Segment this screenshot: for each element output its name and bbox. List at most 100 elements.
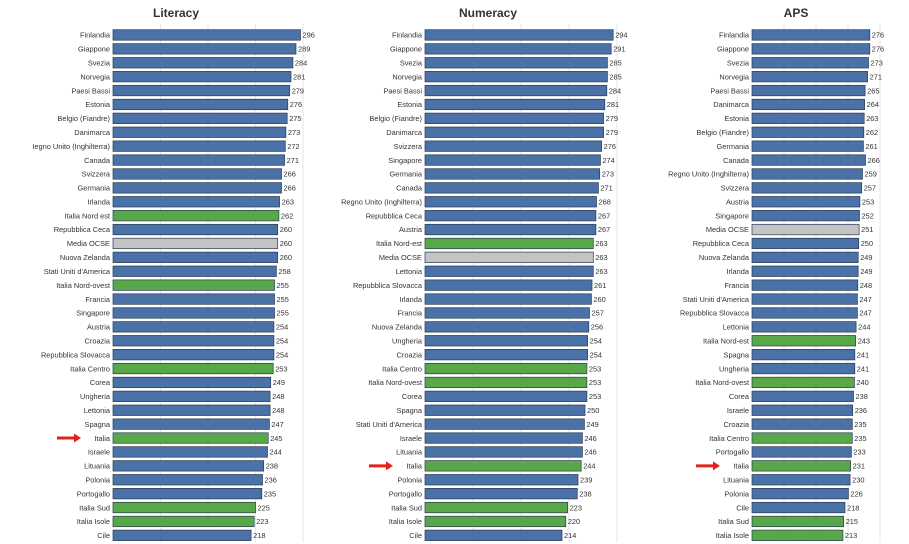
bar-giappone — [424, 43, 612, 55]
value-label: 249 — [586, 420, 598, 429]
category-label: Giappone — [717, 45, 749, 54]
category-label: Italia Nord est — [64, 211, 110, 220]
bar-germania — [751, 140, 864, 152]
value-label: 263 — [595, 253, 607, 262]
category-label: Danimarca — [74, 128, 111, 137]
bar-danimarca — [112, 126, 287, 138]
value-label: 238 — [856, 392, 868, 401]
value-label: 261 — [865, 142, 877, 151]
category-label: Singapore — [715, 211, 749, 220]
bar-francia — [751, 279, 859, 291]
category-label: Svezia — [88, 59, 111, 68]
bar-italia-nord-ovest — [112, 279, 275, 291]
value-label: 238 — [579, 489, 591, 498]
value-label: 276 — [604, 142, 616, 151]
value-label: 263 — [282, 197, 294, 206]
category-label: Svezia — [400, 59, 423, 68]
category-label: Irlanda — [87, 197, 110, 206]
value-label: 243 — [858, 336, 870, 345]
value-label: 246 — [584, 434, 596, 443]
category-label: Germania — [717, 142, 750, 151]
chart-panel-literacy: Literacy Finlandia 296 Giappone 289 Svezia 284… — [32, 6, 315, 543]
highlight-arrow-head — [713, 461, 720, 471]
value-label: 285 — [609, 72, 621, 81]
category-label: Canada — [396, 184, 423, 193]
category-label: Germania — [78, 184, 111, 193]
value-label: 254 — [590, 350, 602, 359]
bar-canada — [424, 182, 599, 194]
category-label: Francia — [724, 281, 750, 290]
category-label: Ungheria — [80, 392, 111, 401]
bar-italia-nord-est — [112, 210, 280, 222]
bar-norvegia — [112, 71, 292, 83]
value-label: 276 — [290, 100, 302, 109]
category-label: Lettonia — [723, 323, 750, 332]
value-label: 255 — [277, 281, 289, 290]
category-label: Italia Centro — [382, 364, 422, 373]
value-label: 291 — [613, 45, 625, 54]
bar-giappone — [112, 43, 297, 55]
bar-paesi-bassi — [424, 84, 608, 97]
value-label: 235 — [854, 420, 866, 429]
value-label: 244 — [583, 462, 595, 471]
category-label: Repubblica Slovacca — [41, 350, 111, 359]
category-label: Italia Nord-est — [376, 239, 422, 248]
value-label: 244 — [858, 323, 870, 332]
bar-austria — [112, 321, 275, 333]
bar-lettonia — [424, 265, 594, 277]
category-label: Israele — [88, 448, 110, 457]
category-label: Italia Sud — [391, 503, 422, 512]
value-label: 263 — [595, 239, 607, 248]
value-label: 266 — [284, 184, 296, 193]
bar-svizzera — [751, 182, 863, 194]
bar-italia-nord-est — [424, 237, 594, 250]
value-label: 252 — [862, 211, 874, 220]
bar-estonia — [751, 112, 865, 124]
value-label: 271 — [870, 72, 882, 81]
value-label: 248 — [272, 406, 284, 415]
category-label: Italia Nord-est — [703, 336, 749, 345]
value-label: 276 — [872, 31, 884, 40]
chart-title: APS — [784, 6, 809, 20]
bar-norvegia — [424, 71, 608, 83]
value-label: 254 — [590, 336, 602, 345]
value-label: 268 — [599, 197, 611, 206]
value-label: 276 — [872, 45, 884, 54]
bar-italia-nord-est — [751, 335, 857, 347]
bar-stati-uniti-d-america — [112, 265, 277, 277]
bar-spagna — [112, 418, 270, 430]
bar-repubblica-ceca — [424, 210, 597, 222]
category-label: Israele — [727, 406, 749, 415]
category-label: Ungheria — [719, 364, 750, 373]
category-label: Italia Isole — [716, 531, 749, 540]
bar-regno-unito-inghilterra — [424, 196, 597, 208]
value-label: 281 — [607, 100, 619, 109]
value-label: 253 — [589, 392, 601, 401]
category-label: Media OCSE — [379, 253, 422, 262]
value-label: 255 — [277, 295, 289, 304]
bar-danimarca — [424, 126, 604, 138]
value-label: 273 — [288, 128, 300, 137]
value-label: 257 — [864, 184, 876, 193]
value-label: 246 — [584, 448, 596, 457]
category-label: Cile — [97, 531, 110, 540]
highlight-arrow-head — [386, 461, 393, 471]
category-label: Paesi Bassi — [71, 86, 110, 95]
bar-belgio-fiandre — [424, 112, 604, 124]
chart-title: Numeracy — [459, 6, 517, 20]
category-label: Germania — [390, 170, 423, 179]
category-label: Austria — [87, 323, 111, 332]
bar-finlandia — [112, 29, 301, 41]
category-label: Finlandia — [392, 31, 423, 40]
bar-finlandia — [424, 29, 614, 41]
category-label: Italia Isole — [77, 517, 110, 526]
value-label: 279 — [292, 86, 304, 95]
value-label: 263 — [866, 114, 878, 123]
value-label: 258 — [278, 267, 290, 276]
bar-croazia — [112, 335, 275, 347]
value-label: 238 — [266, 462, 278, 471]
bar-croazia — [424, 349, 588, 361]
value-label: 254 — [276, 350, 288, 359]
bar-francia — [424, 307, 590, 319]
category-label: Norvegia — [392, 72, 422, 81]
